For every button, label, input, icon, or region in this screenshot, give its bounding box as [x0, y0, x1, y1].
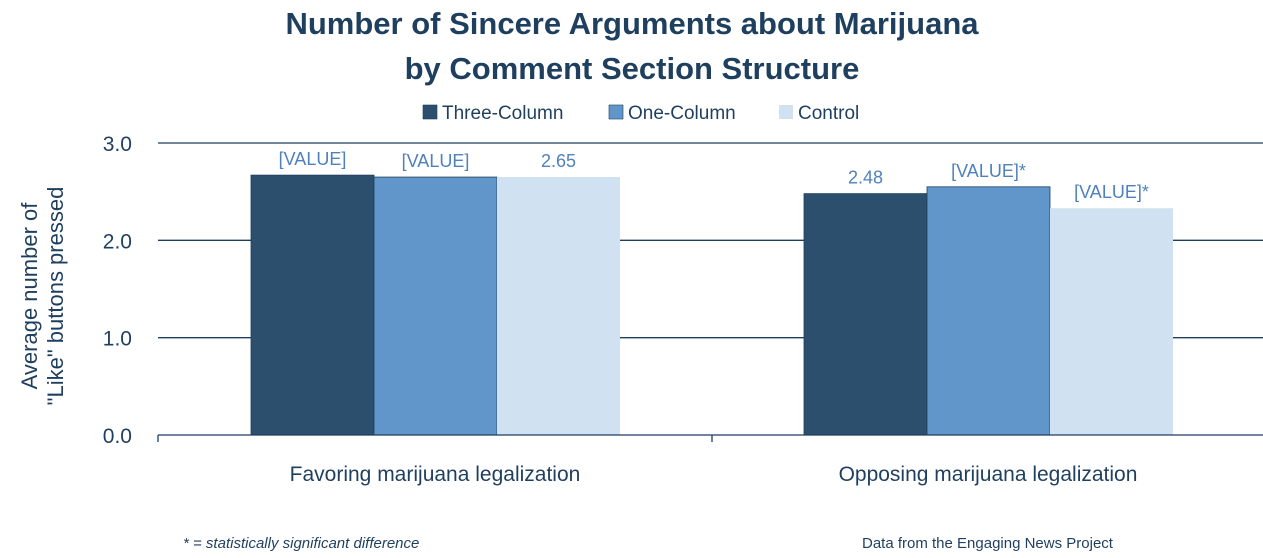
footnote-source: Data from the Engaging News Project — [862, 535, 1114, 552]
x-category-label: Favoring marijuana legalization — [290, 463, 581, 486]
bar — [1050, 208, 1173, 435]
y-tick-label: 1.0 — [103, 328, 132, 351]
legend-label: One-Column — [628, 103, 736, 124]
y-tick-label: 2.0 — [103, 230, 132, 253]
data-label: 2.65 — [541, 151, 576, 171]
category-labels: Favoring marijuana legalization Opposing … — [290, 463, 1138, 486]
legend-swatch — [779, 105, 793, 119]
bar — [926, 186, 1051, 436]
y-tick-label: 0.0 — [103, 425, 132, 448]
legend-item: One-Column — [608, 103, 736, 124]
bar — [373, 176, 498, 436]
data-label: [VALUE]* — [951, 161, 1026, 181]
y-axis-ticks: 0.0 1.0 2.0 3.0 — [103, 133, 132, 448]
chart-title: Number of Sincere Arguments about Mariju… — [285, 6, 979, 86]
bars — [250, 174, 1173, 436]
data-label: [VALUE]* — [1074, 182, 1149, 202]
footnote-significance: * = statistically significant difference — [183, 535, 419, 552]
legend-label: Control — [798, 103, 859, 124]
legend-item: Control — [779, 103, 859, 124]
bar — [803, 193, 928, 436]
data-label: [VALUE] — [279, 149, 347, 169]
legend: Three-Column One-Column Control — [422, 103, 859, 124]
legend-swatch — [422, 104, 438, 120]
y-tick-label: 3.0 — [103, 133, 132, 156]
bar — [250, 174, 375, 436]
bar — [497, 177, 620, 436]
chart-title-line-1: Number of Sincere Arguments about Mariju… — [285, 6, 979, 41]
legend-item: Three-Column — [422, 103, 563, 124]
data-label: [VALUE] — [402, 151, 470, 171]
chart-title-line-2: by Comment Section Structure — [405, 51, 860, 86]
legend-label: Three-Column — [442, 103, 563, 124]
legend-swatch — [608, 104, 624, 120]
x-axis — [157, 434, 1263, 442]
data-label: 2.48 — [848, 168, 883, 188]
data-labels: [VALUE] [VALUE] 2.65 2.48 [VALUE]* [VALUE]* — [279, 149, 1149, 202]
y-axis-title-line-1: Average number of — [17, 202, 42, 390]
x-category-label: Opposing marijuana legalization — [839, 463, 1138, 486]
y-axis-title: Average number of "Like" buttons pressed — [17, 187, 68, 406]
y-axis-title-line-2: "Like" buttons pressed — [43, 187, 68, 406]
